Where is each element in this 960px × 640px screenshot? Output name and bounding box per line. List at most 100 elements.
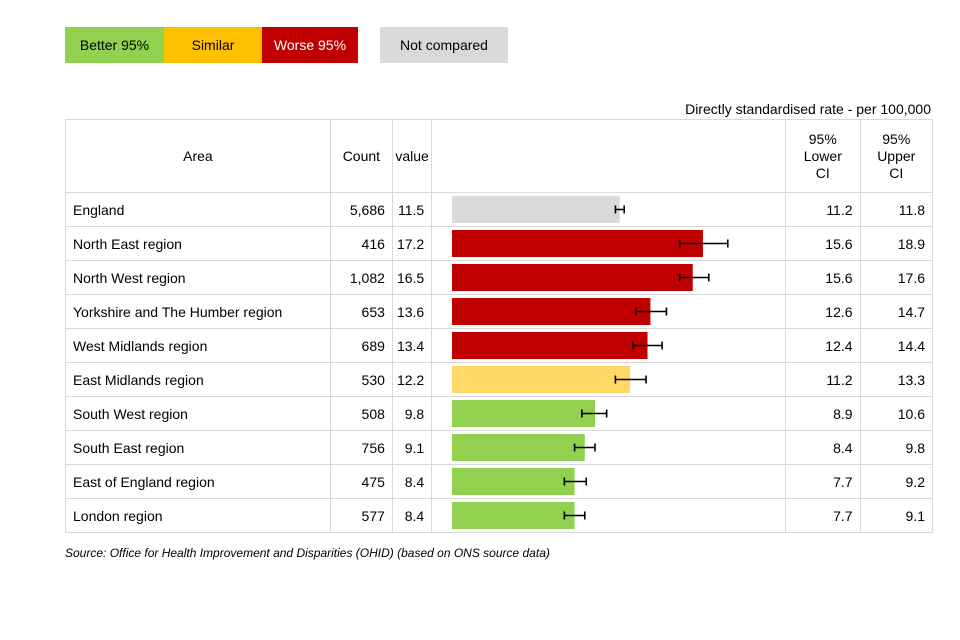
table-row: North West region 1,082 16.5 15.6 17.6	[65, 260, 934, 295]
cell-bar	[431, 362, 787, 397]
cell-count: 530	[329, 362, 393, 397]
cell-bar	[431, 430, 787, 465]
cell-count: 756	[329, 430, 393, 465]
header-lower-ci-3: CI	[815, 164, 830, 181]
cell-value: 9.1	[391, 430, 433, 465]
table-row: England 5,686 11.5 11.2 11.8	[65, 192, 934, 227]
cell-count: 475	[329, 464, 393, 499]
cell-bar	[431, 328, 787, 363]
cell-upper-ci: 11.8	[859, 192, 934, 227]
header-area: Area	[65, 119, 331, 193]
bar	[452, 298, 651, 325]
bar-chart-cell	[452, 468, 588, 495]
cell-upper-ci: 9.1	[859, 498, 934, 533]
cell-lower-ci: 11.2	[785, 192, 861, 227]
header-value: value	[391, 119, 433, 193]
cell-lower-ci: 12.6	[785, 294, 861, 329]
legend-similar: Similar	[164, 27, 262, 63]
table-row: North East region 416 17.2 15.6 18.9	[65, 226, 934, 261]
cell-upper-ci: 18.9	[859, 226, 934, 261]
cell-lower-ci: 15.6	[785, 260, 861, 295]
table-row: East of England region 475 8.4 7.7 9.2	[65, 464, 934, 499]
cell-area: London region	[65, 498, 331, 533]
error-bar	[635, 307, 668, 316]
cell-bar	[431, 226, 787, 261]
cell-area: Yorkshire and The Humber region	[65, 294, 331, 329]
cell-count: 1,082	[329, 260, 393, 295]
cell-value: 8.4	[391, 464, 433, 499]
cell-count: 416	[329, 226, 393, 261]
legend-better: Better 95%	[65, 27, 164, 63]
header-lower-ci-2: Lower	[803, 147, 842, 164]
header-upper-ci-1: 95%	[882, 130, 911, 147]
header-bar	[431, 119, 787, 193]
bar-chart-cell	[452, 332, 664, 359]
cell-area: East of England region	[65, 464, 331, 499]
cell-bar	[431, 464, 787, 499]
cell-value: 11.5	[391, 192, 433, 227]
bar-chart-cell	[452, 366, 648, 393]
header-lower-ci: 95% Lower CI	[785, 119, 861, 193]
cell-value: 12.2	[391, 362, 433, 397]
cell-value: 17.2	[391, 226, 433, 261]
cell-upper-ci: 17.6	[859, 260, 934, 295]
error-bar	[679, 239, 729, 248]
rate-label: Directly standardised rate - per 100,000	[685, 101, 931, 117]
error-bar	[573, 443, 597, 452]
bar-chart-cell	[452, 400, 608, 427]
cell-count: 5,686	[329, 192, 393, 227]
table-body: England 5,686 11.5 11.2 11.8 North East regio…	[65, 192, 934, 533]
error-bar	[614, 375, 648, 384]
bar	[452, 264, 693, 291]
cell-bar	[431, 192, 787, 227]
table-row: East Midlands region 530 12.2 11.2 13.3	[65, 362, 934, 397]
legend-worse: Worse 95%	[262, 27, 358, 63]
bar-chart-cell	[452, 196, 626, 223]
table-row: South West region 508 9.8 8.9 10.6	[65, 396, 934, 431]
error-bar	[563, 477, 588, 486]
cell-area: East Midlands region	[65, 362, 331, 397]
error-bar	[581, 409, 608, 418]
bar-chart-cell	[452, 434, 597, 461]
cell-upper-ci: 14.7	[859, 294, 934, 329]
bar	[452, 332, 648, 359]
table-row: London region 577 8.4 7.7 9.1	[65, 498, 934, 533]
source-note: Source: Office for Health Improvement an…	[65, 546, 550, 560]
cell-count: 508	[329, 396, 393, 431]
cell-count: 653	[329, 294, 393, 329]
cell-upper-ci: 9.2	[859, 464, 934, 499]
cell-area: North East region	[65, 226, 331, 261]
header-lower-ci-1: 95%	[808, 130, 837, 147]
cell-area: South West region	[65, 396, 331, 431]
cell-upper-ci: 14.4	[859, 328, 934, 363]
table-row: South East region 756 9.1 8.4 9.8	[65, 430, 934, 465]
header-upper-ci-3: CI	[889, 164, 904, 181]
legend: Better 95% Similar Worse 95% Not compare…	[65, 27, 508, 63]
bar	[452, 400, 596, 427]
cell-bar	[431, 396, 787, 431]
header-count: Count	[329, 119, 393, 193]
bar-chart-cell	[452, 264, 710, 291]
cell-lower-ci: 8.9	[785, 396, 861, 431]
cell-lower-ci: 15.6	[785, 226, 861, 261]
cell-upper-ci: 10.6	[859, 396, 934, 431]
bar-chart-cell	[452, 230, 729, 257]
cell-value: 13.4	[391, 328, 433, 363]
bar-chart-cell	[452, 502, 586, 529]
header-row: Area Count value 95% Lower CI 95% Upper …	[65, 119, 934, 193]
error-bar	[563, 511, 586, 520]
error-bar	[632, 341, 664, 350]
cell-bar	[431, 498, 787, 533]
cell-lower-ci: 8.4	[785, 430, 861, 465]
cell-area: England	[65, 192, 331, 227]
cell-upper-ci: 9.8	[859, 430, 934, 465]
cell-area: West Midlands region	[65, 328, 331, 363]
cell-bar	[431, 294, 787, 329]
header-upper-ci: 95% Upper CI	[859, 119, 934, 193]
cell-lower-ci: 7.7	[785, 498, 861, 533]
bar	[452, 468, 575, 495]
table-row: West Midlands region 689 13.4 12.4 14.4	[65, 328, 934, 363]
cell-lower-ci: 7.7	[785, 464, 861, 499]
cell-upper-ci: 13.3	[859, 362, 934, 397]
cell-value: 8.4	[391, 498, 433, 533]
